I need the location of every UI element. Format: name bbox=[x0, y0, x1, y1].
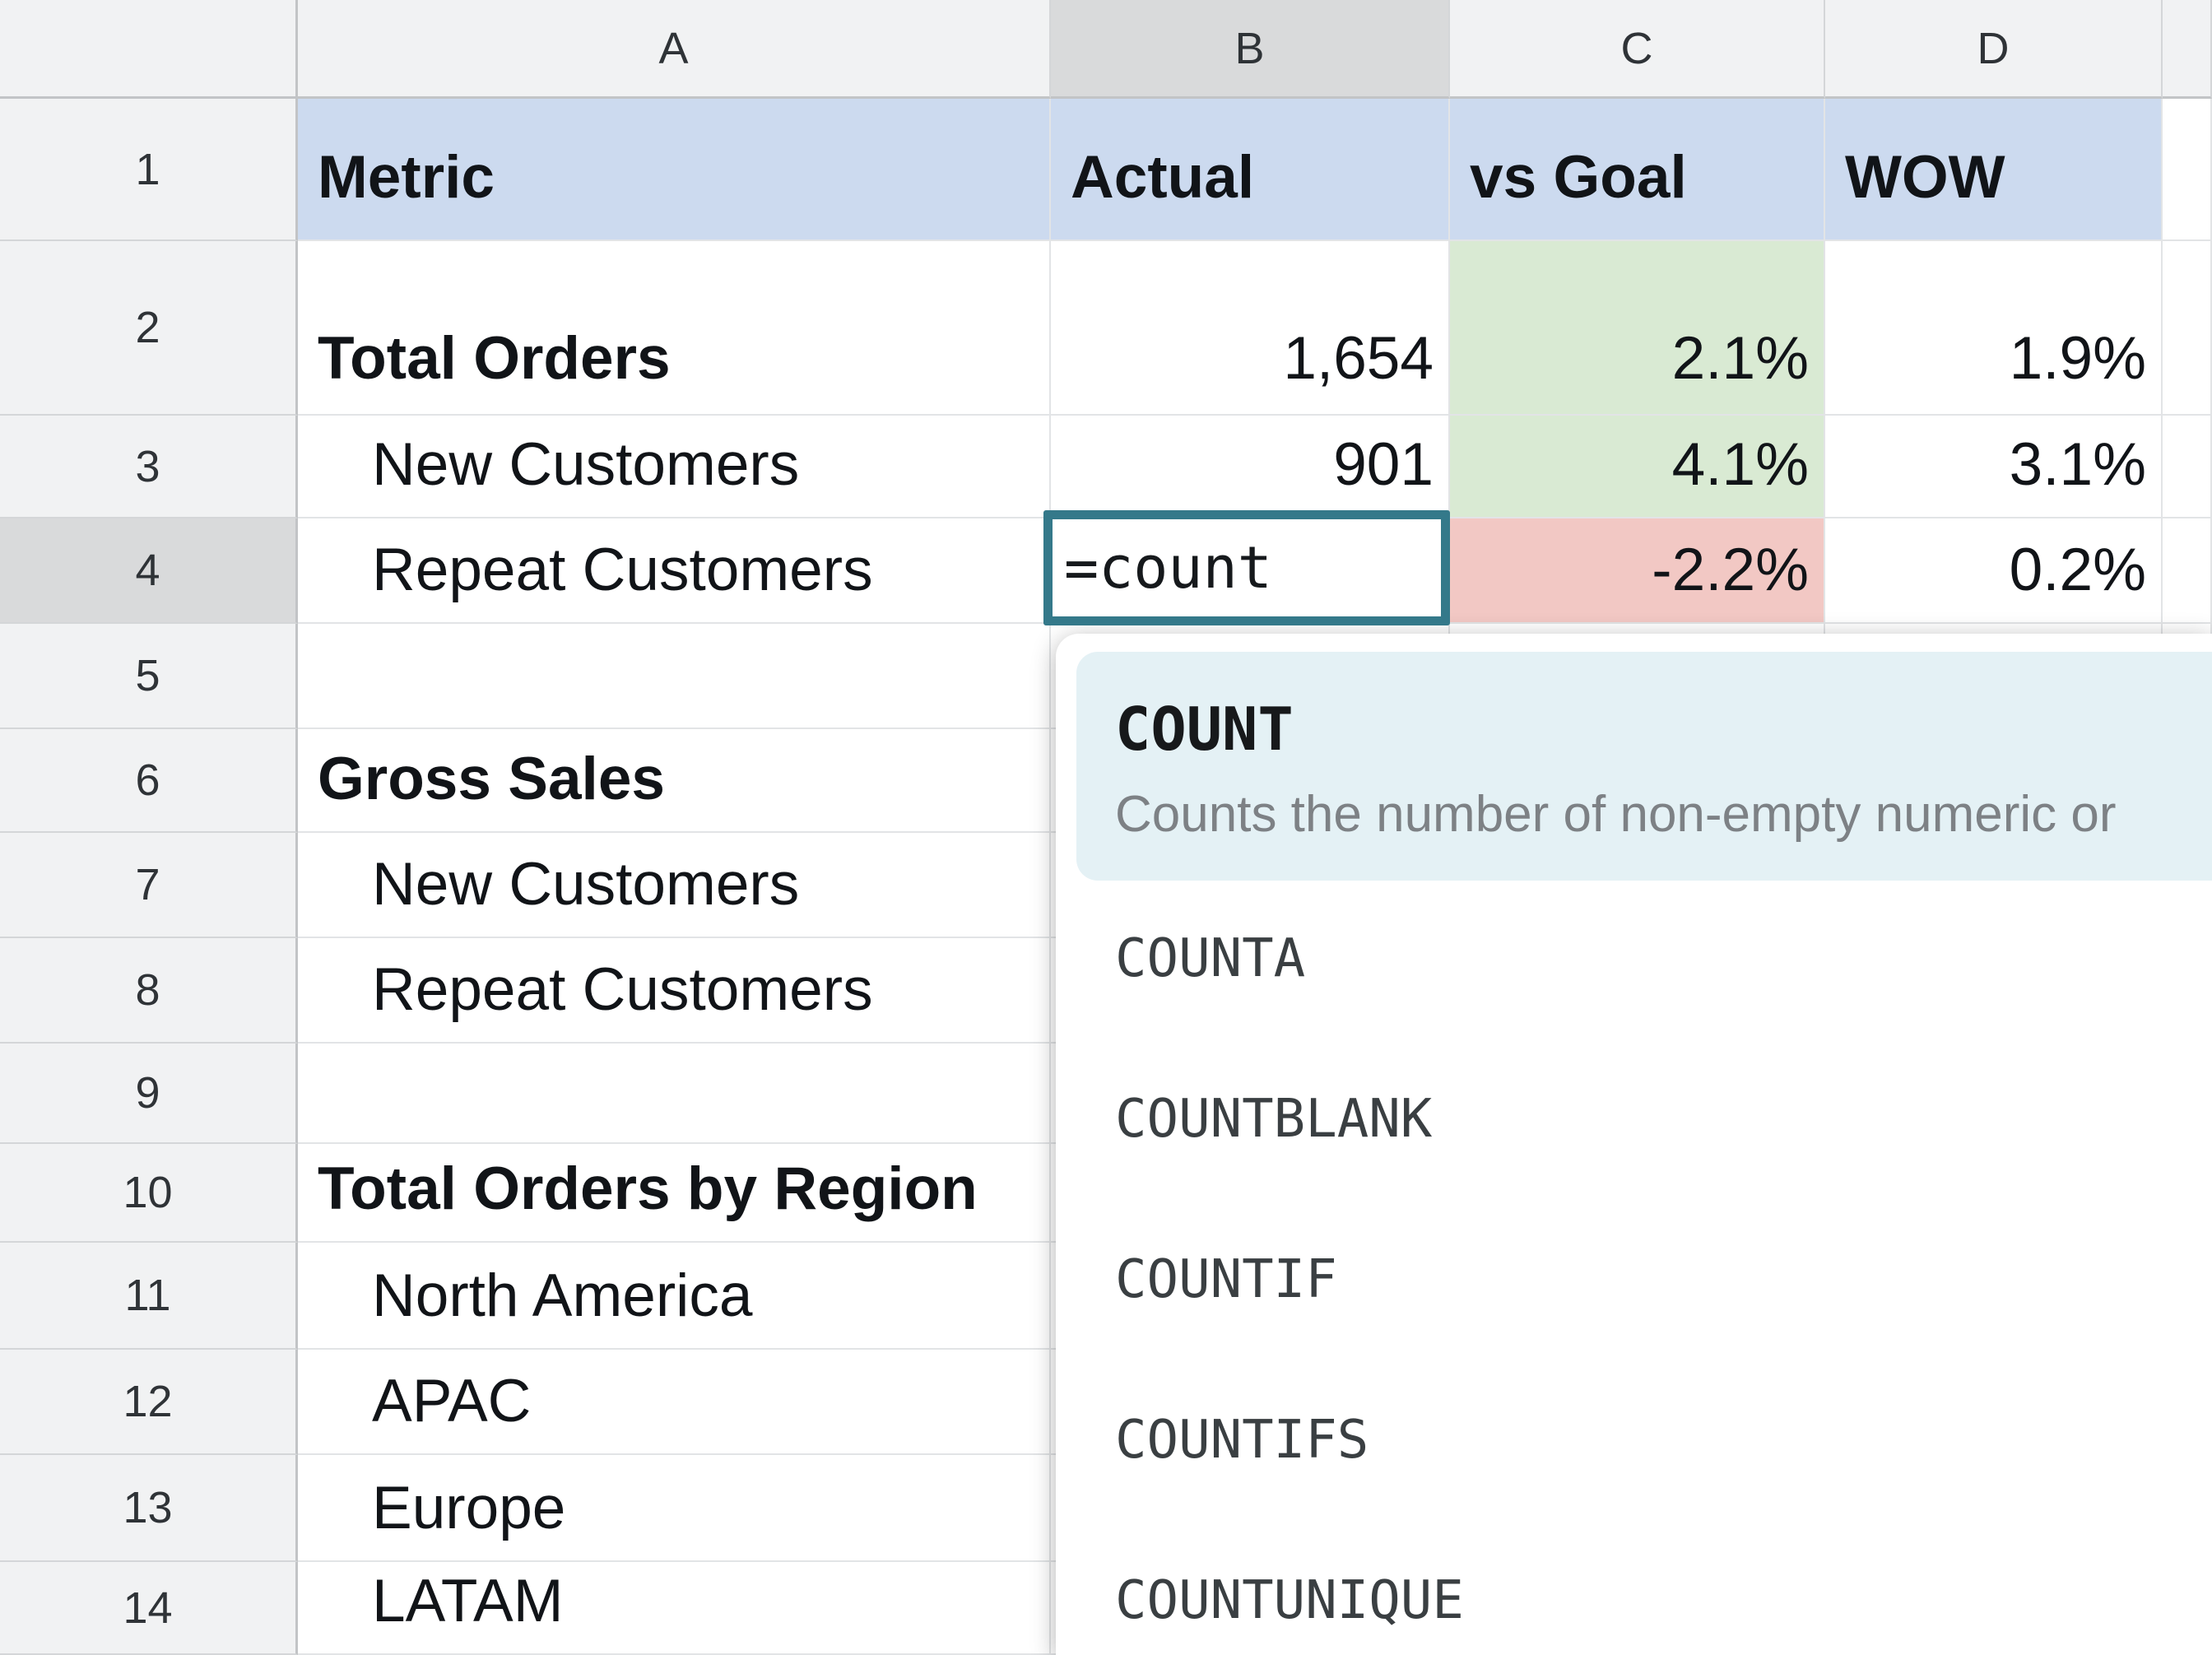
cell-A1[interactable]: Metric bbox=[298, 99, 1051, 241]
function-description: Counts the number of non-empty numeric o… bbox=[1115, 786, 2117, 843]
select-all-corner[interactable] bbox=[0, 0, 298, 99]
cell-C2[interactable]: 2.1% bbox=[1450, 241, 1825, 416]
column-header-e-partial[interactable] bbox=[2163, 0, 2212, 99]
column-header-d[interactable]: D bbox=[1825, 0, 2163, 99]
cell-A2[interactable]: Total Orders bbox=[298, 241, 1051, 416]
cell-C1[interactable]: vs Goal bbox=[1450, 99, 1825, 241]
cell-A11[interactable]: North America bbox=[298, 1243, 1051, 1350]
cell-A3[interactable]: New Customers bbox=[298, 416, 1051, 518]
cell-D2[interactable]: 1.9% bbox=[1825, 241, 2163, 416]
cell-A9[interactable] bbox=[298, 1044, 1051, 1144]
cell-A8[interactable]: Repeat Customers bbox=[298, 938, 1051, 1044]
row-header-7[interactable]: 7 bbox=[0, 833, 298, 938]
cell-editor-b4[interactable]: =count bbox=[1043, 510, 1450, 625]
row-header-14[interactable]: 14 bbox=[0, 1562, 298, 1655]
row-header-11[interactable]: 11 bbox=[0, 1243, 298, 1350]
cell-A12[interactable]: APAC bbox=[298, 1350, 1051, 1455]
autocomplete-item-countif[interactable]: COUNTIF bbox=[1115, 1249, 1337, 1310]
row-header-8[interactable]: 8 bbox=[0, 938, 298, 1044]
row-header-2[interactable]: 2 bbox=[0, 241, 298, 416]
cell-A5[interactable] bbox=[298, 624, 1051, 729]
row-header-9[interactable]: 9 bbox=[0, 1044, 298, 1144]
row-header-12[interactable]: 12 bbox=[0, 1350, 298, 1455]
autocomplete-item-counta[interactable]: COUNTA bbox=[1115, 928, 1306, 989]
cell-E2[interactable] bbox=[2163, 241, 2212, 416]
cell-D1[interactable]: WOW bbox=[1825, 99, 2163, 241]
cell-A6[interactable]: Gross Sales bbox=[298, 729, 1051, 833]
cell-A13[interactable]: Europe bbox=[298, 1455, 1051, 1562]
cell-D4[interactable]: 0.2% bbox=[1825, 518, 2163, 624]
cell-B1[interactable]: Actual bbox=[1051, 99, 1450, 241]
cell-E1[interactable] bbox=[2163, 99, 2212, 241]
function-name: COUNT bbox=[1115, 695, 1294, 764]
cell-D3[interactable]: 3.1% bbox=[1825, 416, 2163, 518]
cell-B2[interactable]: 1,654 bbox=[1051, 241, 1450, 416]
column-header-a[interactable]: A bbox=[298, 0, 1051, 99]
cell-A10[interactable]: Total Orders by Region bbox=[298, 1144, 1051, 1243]
cell-A14[interactable]: LATAM bbox=[298, 1562, 1051, 1655]
row-header-3[interactable]: 3 bbox=[0, 416, 298, 518]
formula-autocomplete-dropdown: COUNT Counts the number of non-empty num… bbox=[1056, 634, 2212, 1655]
row-header-6[interactable]: 6 bbox=[0, 729, 298, 833]
cell-A7[interactable]: New Customers bbox=[298, 833, 1051, 938]
cell-E3[interactable] bbox=[2163, 416, 2212, 518]
autocomplete-item-countunique[interactable]: COUNTUNIQUE bbox=[1115, 1570, 1464, 1631]
row-header-13[interactable]: 13 bbox=[0, 1455, 298, 1562]
row-header-4[interactable]: 4 bbox=[0, 518, 298, 624]
row-header-5[interactable]: 5 bbox=[0, 624, 298, 729]
autocomplete-item-countifs[interactable]: COUNTIFS bbox=[1115, 1410, 1369, 1471]
cell-C3[interactable]: 4.1% bbox=[1450, 416, 1825, 518]
column-header-b[interactable]: B bbox=[1051, 0, 1450, 99]
cell-A4[interactable]: Repeat Customers bbox=[298, 518, 1051, 624]
cell-B3[interactable]: 901 bbox=[1051, 416, 1450, 518]
column-header-c[interactable]: C bbox=[1450, 0, 1825, 99]
cell-C4[interactable]: -2.2% bbox=[1450, 518, 1825, 624]
row-header-10[interactable]: 10 bbox=[0, 1144, 298, 1243]
autocomplete-item-count-selected[interactable]: COUNT Counts the number of non-empty num… bbox=[1076, 652, 2212, 881]
row-header-1[interactable]: 1 bbox=[0, 99, 298, 241]
autocomplete-item-countblank[interactable]: COUNTBLANK bbox=[1115, 1089, 1433, 1150]
cell-E4[interactable] bbox=[2163, 518, 2212, 624]
cell-editor-value: =count bbox=[1064, 534, 1272, 602]
